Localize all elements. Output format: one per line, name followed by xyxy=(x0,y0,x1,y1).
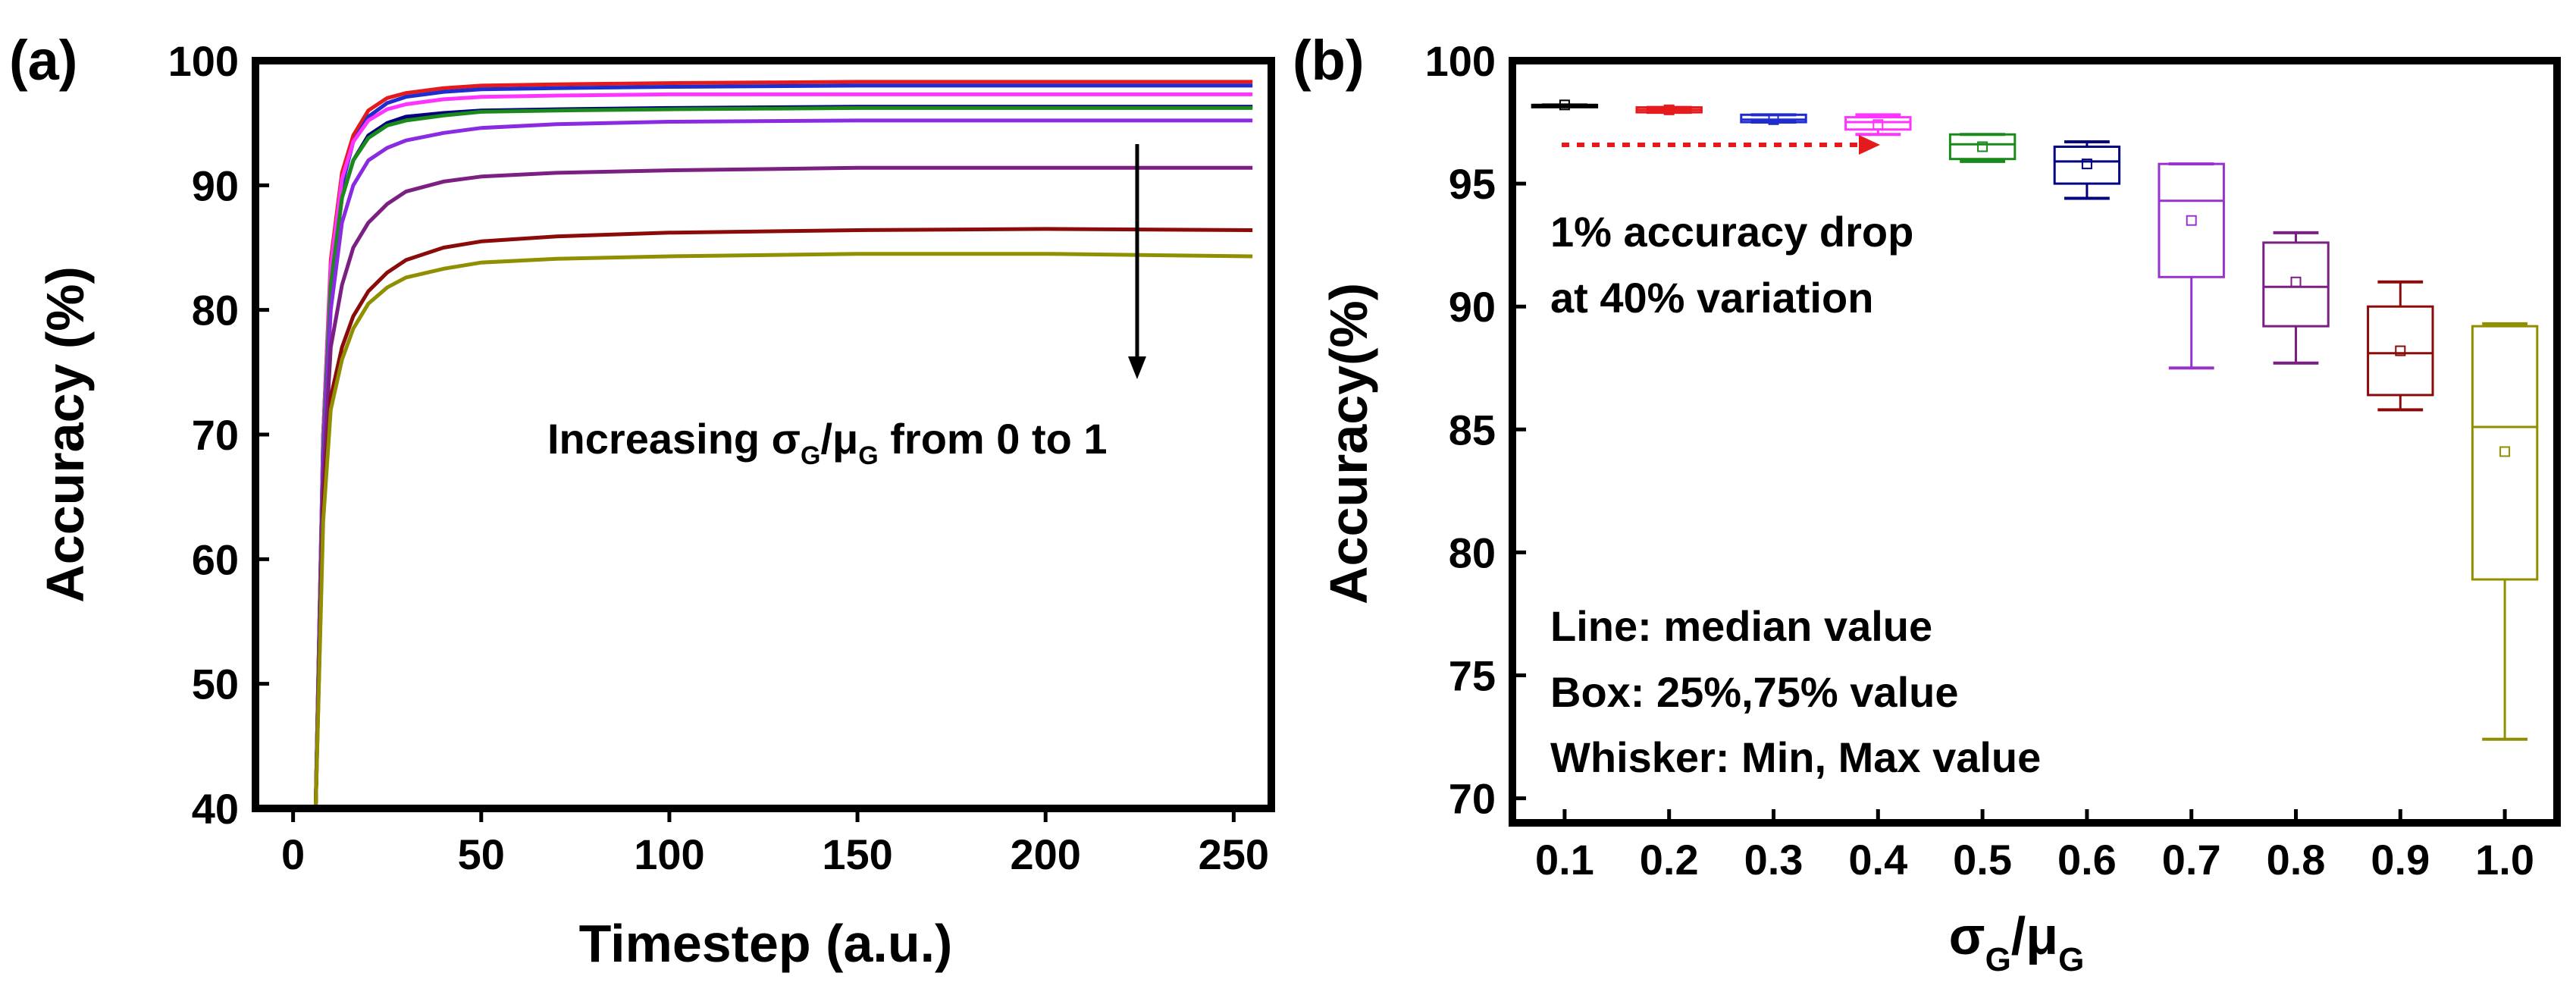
drop-annotation-line2: at 40% variation xyxy=(1550,274,1873,322)
panel-b-y-tick-label: 85 xyxy=(1449,406,1496,454)
panel-a-x-tick-label: 100 xyxy=(634,830,704,878)
series-line-0.5 xyxy=(313,105,1253,809)
mean-marker xyxy=(2290,276,2302,287)
mean-marker xyxy=(2395,345,2406,356)
box-0.7 xyxy=(2158,162,2225,370)
panel-b-x-tick-label: 0.5 xyxy=(1953,836,2012,884)
panel-b-y-tick-label: 95 xyxy=(1449,160,1496,208)
panel-a: (a) 40 50 60 70 80 90 100 0 50 100 150 200 250 Accu… xyxy=(9,29,1275,973)
panel-b-x-tick-label: 0.7 xyxy=(2162,836,2221,884)
panel-b-x-tick-label: 0.8 xyxy=(2267,836,2326,884)
panel-a-y-axis: 40 50 60 70 80 90 100 xyxy=(168,37,269,833)
panel-b-drop-arrow-head xyxy=(1859,135,1880,155)
panel-b-y-axis: 70 75 80 85 90 95 100 xyxy=(1425,37,1526,823)
annotation-sigma: σ xyxy=(772,415,801,463)
panel-a-y-tick-label: 60 xyxy=(192,535,239,583)
iqr-box xyxy=(2053,145,2121,185)
panel-a-y-tick-label: 90 xyxy=(192,162,239,209)
panel-a-x-tick-label: 200 xyxy=(1011,830,1081,878)
panel-b-x-tick-label: 0.3 xyxy=(1744,836,1804,884)
annotation-slash-mu: /μ xyxy=(820,415,858,463)
panel-a-x-axis-title: Timestep (a.u.) xyxy=(579,914,953,973)
drop-annotation-line1: 1% accuracy drop xyxy=(1550,208,1913,256)
box-0.5 xyxy=(1948,133,2017,163)
panel-a-y-tick-label: 50 xyxy=(192,661,239,708)
panel-b-x-tick-label: 0.9 xyxy=(2371,836,2430,884)
iqr-box xyxy=(1948,133,2017,161)
panel-b-y-tick-label: 80 xyxy=(1449,529,1496,576)
panel-b-x-tick-label: 0.4 xyxy=(1848,836,1907,884)
panel-a-plot-frame xyxy=(252,57,1275,812)
series-line-0.8 xyxy=(313,227,1253,809)
mean-marker xyxy=(2186,215,2197,226)
panel-a-y-tick-label: 100 xyxy=(168,37,239,85)
panel-a-label: (a) xyxy=(9,29,77,92)
series-line-0.7 xyxy=(313,165,1253,809)
annotation-mu-sub: G xyxy=(858,441,878,470)
panel-b-y-tick-label: 70 xyxy=(1449,775,1496,823)
mean-marker xyxy=(1872,119,1884,130)
box-0.4 xyxy=(1844,113,1912,137)
xlabel-mu-sub: G xyxy=(2058,941,2084,978)
panel-a-x-tick-label: 150 xyxy=(822,830,892,878)
panel-a-y-tick-label: 70 xyxy=(192,411,239,459)
panel-a-y-tick-label: 40 xyxy=(192,785,239,833)
iqr-box xyxy=(2367,305,2434,397)
panel-a-x-tick-label: 250 xyxy=(1199,830,1269,878)
panel-b-x-tick-label: 0.2 xyxy=(1640,836,1699,884)
box-0.1 xyxy=(1531,99,1599,111)
panel-b-boxes xyxy=(1531,99,2539,741)
panel-b-label: (b) xyxy=(1293,29,1365,92)
iqr-box xyxy=(1844,116,1912,131)
panel-a-x-tick-label: 0 xyxy=(281,830,305,878)
panel-a-x-axis: 0 50 100 150 200 250 xyxy=(281,808,1269,878)
mean-marker xyxy=(2081,159,2092,170)
box-0.6 xyxy=(2053,140,2121,200)
panel-b-plot-frame xyxy=(1509,57,2561,827)
mean-marker xyxy=(1559,99,1570,111)
series-line-0.4 xyxy=(313,92,1253,809)
box-0.9 xyxy=(2367,280,2434,412)
annotation-prefix: Increasing xyxy=(547,415,772,463)
panel-b-x-tick-label: 0.6 xyxy=(2057,836,2117,884)
panel-b-y-axis-title: Accuracy(%) xyxy=(1319,283,1378,604)
panel-b-x-axis-title: σG/μG xyxy=(1949,906,2085,978)
panel-a-y-tick-label: 80 xyxy=(192,287,239,334)
panel-a-x-tick-label: 50 xyxy=(458,830,505,878)
mean-marker xyxy=(1768,114,1779,125)
iqr-box xyxy=(2471,325,2539,581)
legend-line-whisker: Whisker: Min, Max value xyxy=(1550,733,2041,781)
xlabel-slash-mu: /μ xyxy=(2011,906,2058,965)
annotation-suffix: from 0 to 1 xyxy=(879,415,1108,463)
iqr-box xyxy=(2262,241,2330,328)
panel-a-trend-annotation: Increasing σG/μG from 0 to 1 xyxy=(547,415,1108,470)
panel-b-x-axis: 0.1 0.2 0.3 0.4 0.5 0.6 0.7 0.8 0.9 1.0 xyxy=(1535,809,2534,884)
mean-marker xyxy=(2499,446,2511,457)
panel-b-x-tick-label: 1.0 xyxy=(2475,836,2534,884)
panel-b-y-tick-label: 75 xyxy=(1449,651,1496,699)
box-1.0 xyxy=(2471,322,2539,741)
box-0.2 xyxy=(1635,104,1703,115)
annotation-sigma-sub: G xyxy=(801,441,820,470)
iqr-box xyxy=(2158,162,2225,278)
mean-marker xyxy=(1977,141,1988,152)
box-0.3 xyxy=(1740,113,1807,125)
legend-line-median: Line: median value xyxy=(1550,602,1932,650)
xlabel-sigma-sub: G xyxy=(1985,941,2011,978)
panel-b-y-tick-label: 100 xyxy=(1425,37,1496,85)
xlabel-sigma: σ xyxy=(1949,906,1985,965)
series-line-0.9 xyxy=(313,252,1253,809)
panel-a-trend-arrow-head xyxy=(1128,356,1146,379)
legend-line-box: Box: 25%,75% value xyxy=(1550,668,1958,716)
mean-marker xyxy=(1663,104,1675,115)
box-0.8 xyxy=(2262,231,2330,365)
series-line-0.6 xyxy=(313,118,1253,809)
panel-a-y-axis-title: Accuracy (%) xyxy=(36,266,95,603)
panel-b-x-tick-label: 0.1 xyxy=(1535,836,1594,884)
panel-b-y-tick-label: 90 xyxy=(1449,283,1496,331)
panel-a-series xyxy=(313,80,1253,809)
